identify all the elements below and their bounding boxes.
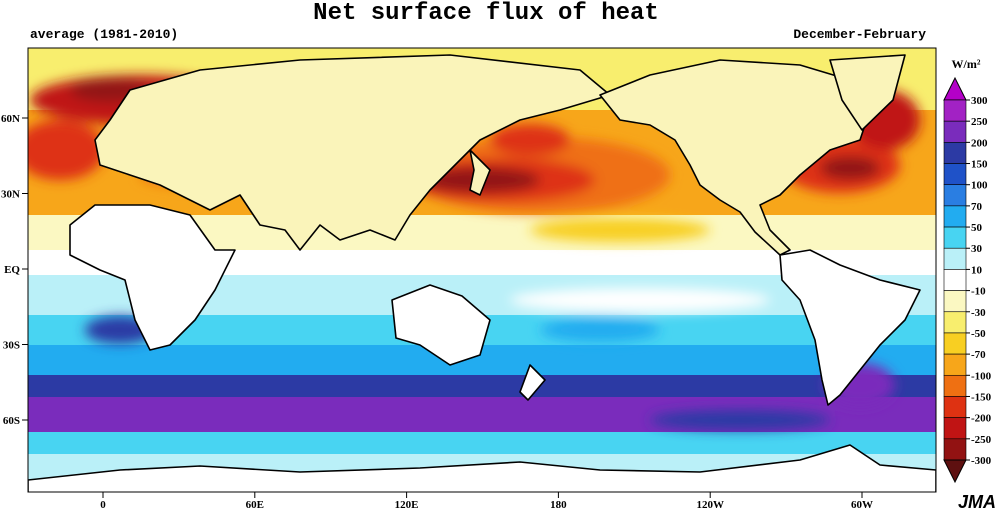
lat-label: 30S [3, 340, 20, 352]
map-title: Net surface flux of heat [313, 0, 659, 27]
colorbar-box [943, 120, 967, 143]
colorbar-label: -30 [971, 307, 986, 319]
colorbar-label: -10 [971, 286, 986, 298]
colorbar-label: 150 [971, 159, 988, 171]
colorbar-box [943, 205, 967, 228]
colorbar-cap [943, 76, 967, 101]
colorbar-box [943, 374, 967, 397]
colorbar-box [943, 332, 967, 355]
lat-label: 60N [1, 113, 20, 125]
colorbar-box [943, 269, 967, 291]
colorbar-label: -50 [971, 328, 986, 340]
colorbar-cap [943, 459, 967, 484]
lat-label: 30N [1, 189, 20, 201]
latitude-labels: 60N 30N EQ 30S 60S [1, 113, 28, 427]
period-label: average (1981-2010) [30, 27, 178, 42]
lat-label: 60S [3, 415, 20, 427]
colorbar-label: -100 [971, 370, 992, 382]
map-field [28, 48, 936, 492]
lon-label: 180 [550, 499, 567, 511]
colorbar-label: -200 [971, 413, 992, 425]
colorbar-label: 300 [971, 95, 988, 107]
colorbar-box [943, 163, 967, 186]
colorbar-box [943, 226, 967, 249]
colorbar-label: -70 [971, 349, 986, 361]
colorbar-box [943, 353, 967, 376]
colorbar-label: 250 [971, 116, 988, 128]
colorbar-box [943, 99, 967, 122]
colorbar-label: 30 [971, 243, 983, 255]
colorbar-label: 70 [971, 201, 983, 213]
colorbar-box [943, 396, 967, 418]
colorbar-box [943, 184, 967, 207]
lon-label: 0 [100, 499, 106, 511]
colorbar-label: 200 [971, 137, 988, 149]
colorbar-unit: W/m² [952, 57, 981, 71]
colorbar-label: -300 [971, 455, 992, 467]
colorbar: 300 250 200 150 100 70 50 30 10 -10 -30 -50 -70 -100 -… [943, 76, 992, 484]
map-frame [27, 47, 937, 493]
colorbar-label: 100 [971, 180, 988, 192]
colorbar-box [943, 247, 967, 270]
credit: JMA [958, 492, 996, 512]
colorbar-box [943, 438, 967, 461]
colorbar-label: 10 [971, 264, 983, 276]
season-label: December-February [793, 27, 926, 42]
lon-label: 60E [246, 499, 264, 511]
colorbar-label: -250 [971, 434, 992, 446]
lon-label: 60W [851, 499, 873, 511]
lon-label: 120W [696, 499, 724, 511]
colorbar-box [943, 417, 967, 440]
colorbar-label: -150 [971, 391, 992, 403]
lat-label: EQ [4, 264, 20, 276]
colorbar-box [943, 290, 967, 313]
longitude-labels: 0 60E 120E 180 120W 60W [100, 492, 873, 511]
colorbar-box [943, 142, 967, 164]
lon-label: 120E [395, 499, 419, 511]
colorbar-box [943, 311, 967, 334]
colorbar-label: 50 [971, 222, 983, 234]
